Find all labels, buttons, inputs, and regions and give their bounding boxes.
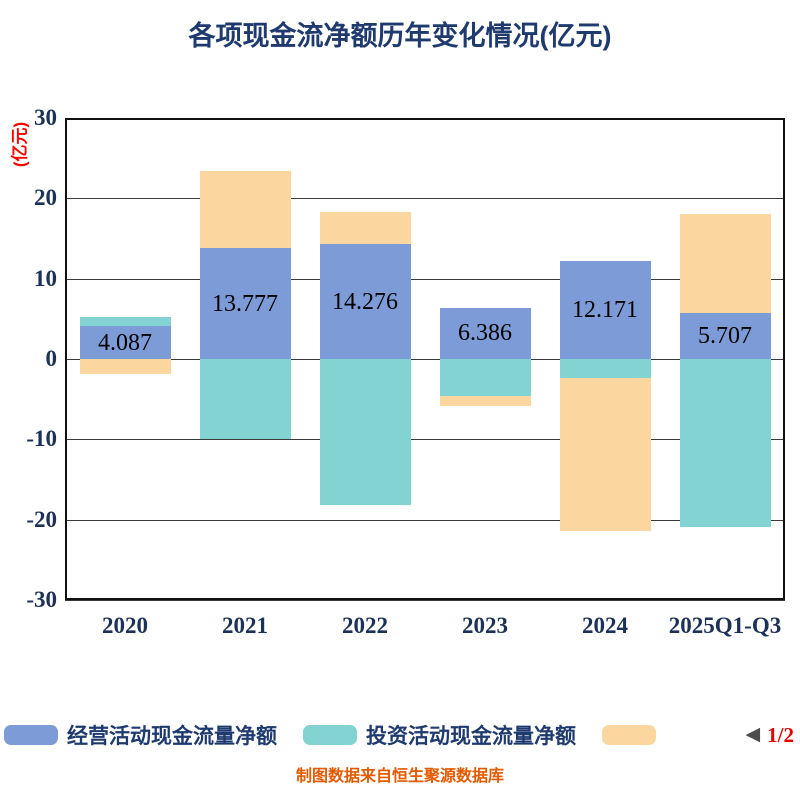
bar-value-label: 14.276 bbox=[332, 288, 398, 315]
legend-item[interactable]: 经营活动现金流量净额 bbox=[4, 720, 277, 750]
data-source-caption: 制图数据来自恒生聚源数据库 bbox=[295, 768, 504, 785]
bar-value-label: 12.171 bbox=[572, 297, 638, 324]
gridline bbox=[65, 198, 785, 200]
y-tick-label: 10 bbox=[34, 265, 57, 291]
bar-segment[interactable] bbox=[319, 244, 411, 359]
bar-segment[interactable] bbox=[79, 326, 171, 359]
bar-segment[interactable] bbox=[439, 359, 531, 396]
bar-value-label: 4.087 bbox=[98, 329, 152, 356]
y-tick-label: 30 bbox=[34, 105, 57, 130]
legend-item[interactable]: 投资活动现金流量净额 bbox=[303, 720, 576, 750]
gridline bbox=[65, 118, 785, 119]
x-tick-label: 2025Q1-Q3 bbox=[668, 613, 782, 638]
legend-item[interactable] bbox=[602, 725, 656, 745]
gridline bbox=[65, 519, 785, 521]
bar-value-label: 6.386 bbox=[458, 320, 512, 347]
bar-segment[interactable] bbox=[439, 307, 531, 359]
x-tick-label: 2020 bbox=[102, 613, 148, 638]
x-tick-label: 2021 bbox=[222, 613, 268, 638]
legend-swatch bbox=[602, 725, 656, 745]
bar-value-label: 13.777 bbox=[212, 290, 278, 317]
chart-title: 各项现金流净额历年变化情况(亿元) bbox=[188, 21, 612, 51]
gridline bbox=[65, 278, 785, 280]
legend-label: 投资活动现金流量净额 bbox=[366, 725, 576, 748]
y-tick-label: 0 bbox=[45, 346, 58, 371]
legend: 经营活动现金流量净额 投资活动现金流量净额 ◀ 1/2 bbox=[4, 720, 794, 750]
bar-segment[interactable] bbox=[319, 212, 411, 245]
plot-area: 4.087 13.777 14.276 6.386 12.171 5.707 bbox=[65, 118, 785, 601]
bar-segment[interactable] bbox=[79, 359, 171, 375]
bar-segment[interactable] bbox=[199, 359, 291, 440]
y-tick-label: -30 bbox=[26, 587, 57, 612]
bar-segment[interactable] bbox=[199, 248, 291, 359]
bar-segment[interactable] bbox=[559, 378, 651, 531]
gridline bbox=[65, 359, 785, 360]
x-tick-label: 2022 bbox=[342, 613, 388, 638]
bar-segment[interactable] bbox=[199, 171, 291, 249]
legend-label: 经营活动现金流量净额 bbox=[67, 725, 277, 748]
y-tick-label: -10 bbox=[26, 426, 57, 452]
bar-segment[interactable] bbox=[439, 395, 531, 407]
gridline bbox=[65, 600, 785, 601]
legend-swatch bbox=[4, 725, 58, 745]
gridline bbox=[65, 439, 785, 441]
bar-segment[interactable] bbox=[79, 317, 171, 327]
legend-swatch bbox=[303, 725, 357, 745]
bar-segment[interactable] bbox=[679, 213, 771, 314]
bar-segment[interactable] bbox=[559, 359, 651, 379]
bar-segment[interactable] bbox=[679, 359, 771, 527]
prev-page-icon[interactable]: ◀ bbox=[745, 724, 761, 745]
page-indicator: 1/2 bbox=[767, 722, 794, 747]
bar-segment[interactable] bbox=[559, 261, 651, 359]
bar-value-label: 5.707 bbox=[698, 323, 752, 350]
x-tick-label: 2023 bbox=[462, 613, 508, 638]
x-tick-label: 2024 bbox=[582, 613, 628, 638]
bar-segment[interactable] bbox=[319, 359, 411, 506]
bar-segment[interactable] bbox=[679, 313, 771, 359]
y-tick-label: 20 bbox=[34, 185, 57, 211]
y-tick-label: -20 bbox=[26, 506, 57, 532]
legend-pagination: ◀ 1/2 bbox=[746, 723, 794, 748]
